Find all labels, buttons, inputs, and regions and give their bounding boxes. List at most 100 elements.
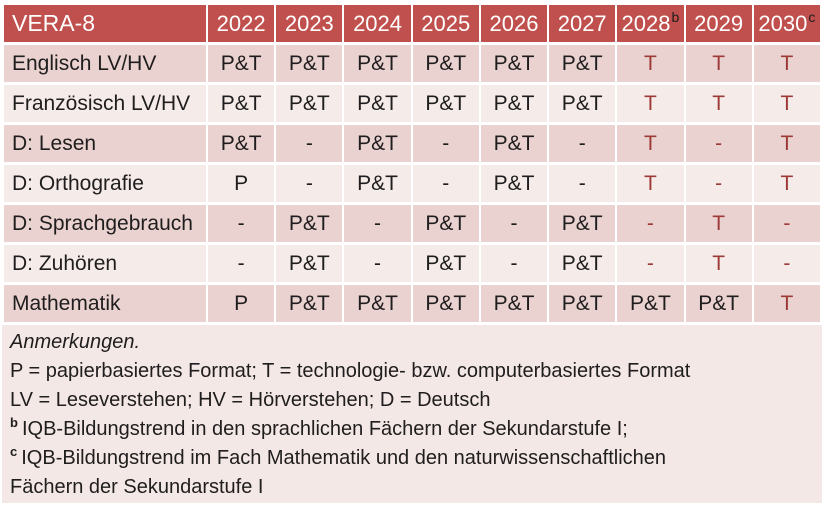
table-header-row: VERA-8 2022 2023 2024 2025 2026 2027 2028b 2029… [4,5,820,42]
format-cell: P&T [685,285,752,322]
format-cell: T [617,45,684,82]
format-cell: - [344,245,411,282]
format-cell: T [685,245,752,282]
year-label: 2025 [421,10,471,36]
year-label: 2026 [489,10,539,36]
format-cell: - [617,205,684,242]
format-cell: T [685,85,752,122]
table-row: D: Zuhören - P&T - P&T - P&T - T - [4,245,820,282]
footnote-b-marker: b [10,415,18,431]
format-cell: P&T [276,45,343,82]
format-cell: - [685,165,752,202]
table-row: Mathematik P P&T P&T P&T P&T P&T P&T P&T T [4,285,820,322]
format-cell: P&T [549,285,616,322]
year-column-header: 2028b [617,5,684,42]
format-cell: P&T [412,285,479,322]
format-cell: T [617,85,684,122]
format-cell: - [480,205,548,242]
format-cell: T [753,285,820,322]
format-cell: P&T [480,125,548,162]
format-cell: - [412,165,479,202]
footnote-c: c IQB-Bildungstrend im Fach Mathematik un… [10,444,710,502]
format-cell: P&T [276,205,343,242]
year-column-header: 2026 [480,5,548,42]
format-cell: P [208,165,275,202]
format-cell: P&T [208,85,275,122]
format-cell: T [753,45,820,82]
year-label: 2030 [758,10,808,36]
year-footnote-marker: b [671,9,680,26]
notes-legend-abbreviations: LV = Leseverstehen; HV = Hörverstehen; D… [10,389,491,411]
format-cell: - [276,125,343,162]
format-cell: P [208,285,275,322]
subject-label: D: Orthografie [4,165,206,202]
format-cell: P&T [549,85,616,122]
format-cell: - [753,205,820,242]
table-title: VERA-8 [4,5,206,42]
format-cell: P&T [412,205,479,242]
footnote-c-text: IQB-Bildungstrend im Fach Mathematik und… [10,447,666,498]
format-cell: P&T [344,125,411,162]
year-column-header: 2022 [208,5,275,42]
format-cell: P&T [276,245,343,282]
year-column-header: 2025 [412,5,479,42]
subject-label: Englisch LV/HV [4,45,206,82]
format-cell: P&T [344,45,411,82]
year-label: 2024 [353,10,403,36]
format-cell: - [208,205,275,242]
year-column-header: 2030c [753,5,820,42]
year-column-header: 2024 [344,5,411,42]
subject-label: D: Sprachgebrauch [4,205,206,242]
year-column-header: 2029 [685,5,752,42]
format-cell: P&T [480,45,548,82]
format-cell: - [617,245,684,282]
format-cell: P&T [276,285,343,322]
table-row: Französisch LV/HV P&T P&T P&T P&T P&T P&T T T T [4,85,820,122]
format-cell: P&T [549,245,616,282]
format-cell: - [685,125,752,162]
format-cell: - [276,165,343,202]
table-row: D: Orthografie P - P&T - P&T - T - T [4,165,820,202]
year-label: 2027 [557,10,607,36]
format-cell: P&T [480,285,548,322]
format-cell: P&T [412,245,479,282]
notes-legend-format: P = papierbasiertes Format; T = technolo… [10,360,691,382]
year-label: 2029 [694,10,744,36]
subject-label: D: Zuhören [4,245,206,282]
table-row: Englisch LV/HV P&T P&T P&T P&T P&T P&T T T T [4,45,820,82]
year-column-header: 2023 [276,5,343,42]
format-cell: T [753,85,820,122]
footnote-c-marker: c [10,444,18,460]
year-label: 2023 [284,10,334,36]
notes-section: Anmerkungen. P = papierbasiertes Format;… [2,325,822,503]
table-body: Englisch LV/HV P&T P&T P&T P&T P&T P&T T T T Franz… [4,45,820,322]
format-cell: P&T [208,125,275,162]
footnote-b-text: IQB-Bildungstrend in den sprachlichen Fä… [21,418,628,440]
year-label: 2022 [216,10,266,36]
format-cell: P&T [549,45,616,82]
subject-label: Mathematik [4,285,206,322]
format-cell: T [685,205,752,242]
format-cell: P&T [412,85,479,122]
format-cell: - [208,245,275,282]
format-cell: - [549,165,616,202]
table-row: D: Lesen P&T - P&T - P&T - T - T [4,125,820,162]
format-cell: - [344,205,411,242]
year-column-header: 2027 [549,5,616,42]
format-cell: P&T [208,45,275,82]
format-cell: T [753,125,820,162]
format-cell: - [412,125,479,162]
vera8-table: VERA-8 2022 2023 2024 2025 2026 2027 2028b 2029… [2,2,822,325]
format-cell: P&T [549,205,616,242]
format-cell: P&T [480,165,548,202]
format-cell: P&T [617,285,684,322]
format-cell: T [617,165,684,202]
footnote-b: b IQB-Bildungstrend in den sprachlichen F… [10,415,812,444]
format-cell: T [685,45,752,82]
format-cell: P&T [480,85,548,122]
format-cell: P&T [344,85,411,122]
format-cell: T [753,165,820,202]
format-cell: - [753,245,820,282]
year-label: 2028 [621,10,671,36]
